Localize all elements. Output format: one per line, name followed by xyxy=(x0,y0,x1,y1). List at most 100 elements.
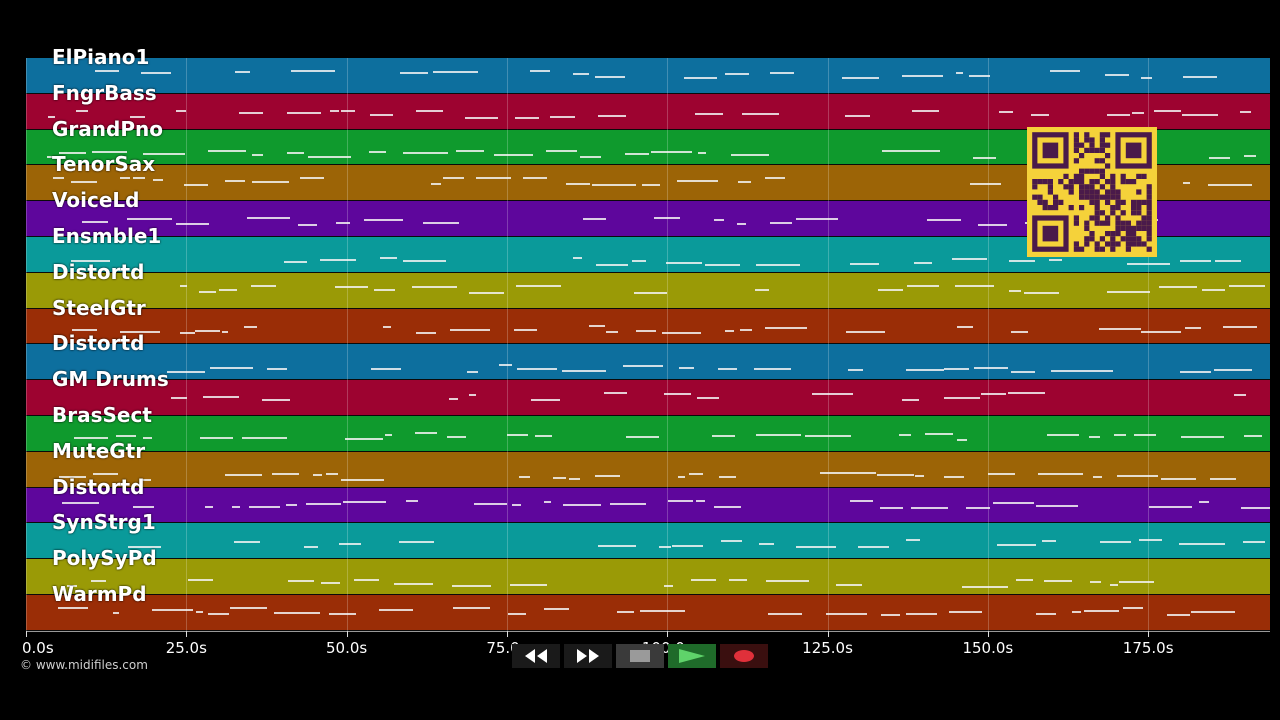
fast-forward-button[interactable] xyxy=(564,644,612,668)
note-mark xyxy=(120,330,161,333)
note-mark xyxy=(1213,369,1252,372)
note-mark xyxy=(765,177,786,180)
note-mark xyxy=(943,368,969,371)
note-mark xyxy=(594,474,621,477)
note-mark xyxy=(1131,111,1145,114)
note-mark xyxy=(1240,110,1251,113)
note-mark xyxy=(598,545,637,548)
gridline xyxy=(26,58,27,631)
note-mark xyxy=(247,217,291,220)
note-mark xyxy=(199,437,234,439)
note-mark xyxy=(1209,477,1237,480)
note-mark xyxy=(811,393,853,396)
track-row xyxy=(26,595,1270,632)
note-mark xyxy=(926,219,962,222)
track-label: TenorSax xyxy=(52,152,156,177)
tick-mark xyxy=(186,631,188,637)
note-mark xyxy=(91,580,107,583)
note-mark xyxy=(849,263,880,265)
track-label: SynStrg1 xyxy=(52,510,156,535)
note-mark xyxy=(719,475,737,478)
note-mark xyxy=(1048,259,1063,261)
note-mark xyxy=(239,111,264,114)
note-mark xyxy=(345,438,384,440)
transport-controls xyxy=(512,644,768,668)
note-mark xyxy=(696,397,720,400)
note-mark xyxy=(999,110,1013,113)
tick-mark xyxy=(667,631,669,637)
tick-mark xyxy=(26,631,27,637)
fast-forward-icon xyxy=(577,649,599,663)
note-mark xyxy=(980,393,1006,396)
note-mark xyxy=(73,437,109,439)
track-label: GrandPno xyxy=(52,116,163,141)
track-row xyxy=(26,58,1270,95)
note-mark xyxy=(95,70,119,72)
note-mark xyxy=(617,611,635,613)
note-mark xyxy=(623,365,663,368)
note-mark xyxy=(1159,285,1197,288)
note-mark xyxy=(668,499,694,502)
note-mark xyxy=(566,183,590,186)
rewind-button[interactable] xyxy=(512,644,560,668)
note-mark xyxy=(422,222,459,225)
tick-label: 175.0s xyxy=(1122,639,1174,657)
note-mark xyxy=(573,257,582,259)
note-mark xyxy=(1041,540,1057,543)
note-mark xyxy=(312,473,323,476)
note-mark xyxy=(1100,541,1132,544)
note-mark xyxy=(1141,330,1182,333)
note-mark xyxy=(664,585,673,588)
note-mark xyxy=(274,612,320,614)
note-mark xyxy=(882,149,915,152)
note-mark xyxy=(1043,580,1072,583)
note-mark xyxy=(475,177,511,180)
note-mark xyxy=(343,500,386,503)
note-mark xyxy=(858,546,889,549)
note-mark xyxy=(308,155,351,158)
note-mark xyxy=(544,500,552,503)
note-mark xyxy=(849,499,873,502)
note-mark xyxy=(170,397,188,400)
note-mark xyxy=(951,258,988,260)
note-mark xyxy=(546,149,577,152)
note-mark xyxy=(605,330,619,333)
track-row xyxy=(26,523,1270,561)
note-mark xyxy=(795,546,837,549)
note-mark xyxy=(846,330,885,333)
note-mark xyxy=(328,613,356,615)
note-mark xyxy=(530,399,560,402)
note-mark xyxy=(633,291,667,294)
stop-button[interactable] xyxy=(616,644,664,668)
note-mark xyxy=(208,613,230,615)
note-mark xyxy=(765,580,810,583)
note-mark xyxy=(1179,543,1225,546)
note-mark xyxy=(906,613,937,615)
note-mark xyxy=(286,503,298,506)
note-mark xyxy=(562,370,606,373)
note-mark xyxy=(465,116,498,119)
note-mark xyxy=(1240,506,1270,509)
note-mark xyxy=(993,501,1034,504)
note-mark xyxy=(880,614,901,616)
note-mark xyxy=(374,288,396,291)
note-mark xyxy=(1202,288,1226,291)
record-button[interactable] xyxy=(720,644,768,668)
note-mark xyxy=(202,396,239,399)
track-row xyxy=(26,487,1270,525)
note-mark xyxy=(523,177,547,180)
note-mark xyxy=(195,329,220,332)
note-mark xyxy=(635,329,656,332)
note-mark xyxy=(1106,290,1150,293)
note-mark xyxy=(508,613,527,615)
play-button[interactable] xyxy=(668,644,716,668)
gridline xyxy=(346,58,348,631)
note-mark xyxy=(208,149,247,152)
note-mark xyxy=(127,218,173,221)
note-mark xyxy=(677,180,719,183)
note-mark xyxy=(1083,610,1120,612)
note-mark xyxy=(665,262,703,264)
track-label: FngrBass xyxy=(52,80,157,105)
note-mark xyxy=(954,284,995,287)
note-mark xyxy=(911,109,939,112)
